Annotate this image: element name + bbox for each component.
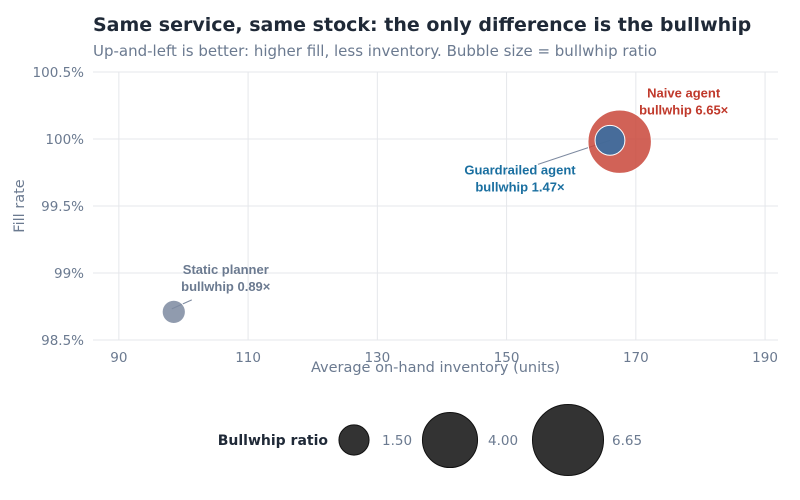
bubble-static-planner [161, 299, 186, 324]
x-tick-labels: 90 110 130 150 170 190 [110, 350, 778, 366]
x-tick-label: 190 [752, 350, 778, 366]
x-tick-label: 150 [494, 350, 520, 366]
x-axis-title: Average on-hand inventory (units) [311, 360, 560, 376]
bubble-annotations: Static planner bullwhip 0.89× Naive agent b… [181, 86, 729, 294]
bubble-annotation-line: bullwhip 0.89× [181, 279, 271, 294]
size-legend: Bullwhip ratio 1.50 4.00 6.65 [218, 403, 642, 477]
legend-title: Bullwhip ratio [218, 433, 329, 449]
legend-label: 6.65 [612, 433, 642, 449]
chart-title: Same service, same stock: the only diffe… [93, 14, 752, 36]
grid-lines [93, 71, 778, 341]
bubbles [161, 109, 652, 324]
bubble-annotation-line: Static planner [183, 262, 269, 277]
y-tick-label: 98.5% [41, 333, 84, 349]
bubble-guardrailed-agent [594, 124, 626, 156]
legend-bubble [531, 403, 605, 477]
legend-bubble [338, 424, 370, 456]
legend-bubble [421, 411, 479, 469]
x-tick-label: 170 [623, 350, 649, 366]
x-tick-label: 130 [364, 350, 390, 366]
bubble-annotation-line: Guardrailed agent [464, 162, 576, 177]
y-tick-labels: 98.5% 99% 99.5% 100% 100.5% [33, 65, 85, 349]
y-axis-title: Fill rate [12, 179, 28, 233]
y-tick-label: 100.5% [33, 65, 85, 81]
y-tick-label: 99% [54, 266, 84, 282]
legend-label: 4.00 [488, 433, 518, 449]
y-tick-label: 100% [45, 132, 84, 148]
x-tick-label: 90 [110, 350, 127, 366]
bubble-annotation-line: Naive agent [647, 86, 721, 101]
bubble-annotation-line: bullwhip 1.47× [475, 179, 565, 194]
chart-subtitle: Up-and-left is better: higher fill, less… [93, 42, 657, 60]
x-tick-label: 110 [235, 350, 261, 366]
bubble-annotation-line: bullwhip 6.65× [639, 103, 729, 118]
legend-label: 1.50 [382, 433, 412, 449]
y-tick-label: 99.5% [41, 199, 84, 215]
